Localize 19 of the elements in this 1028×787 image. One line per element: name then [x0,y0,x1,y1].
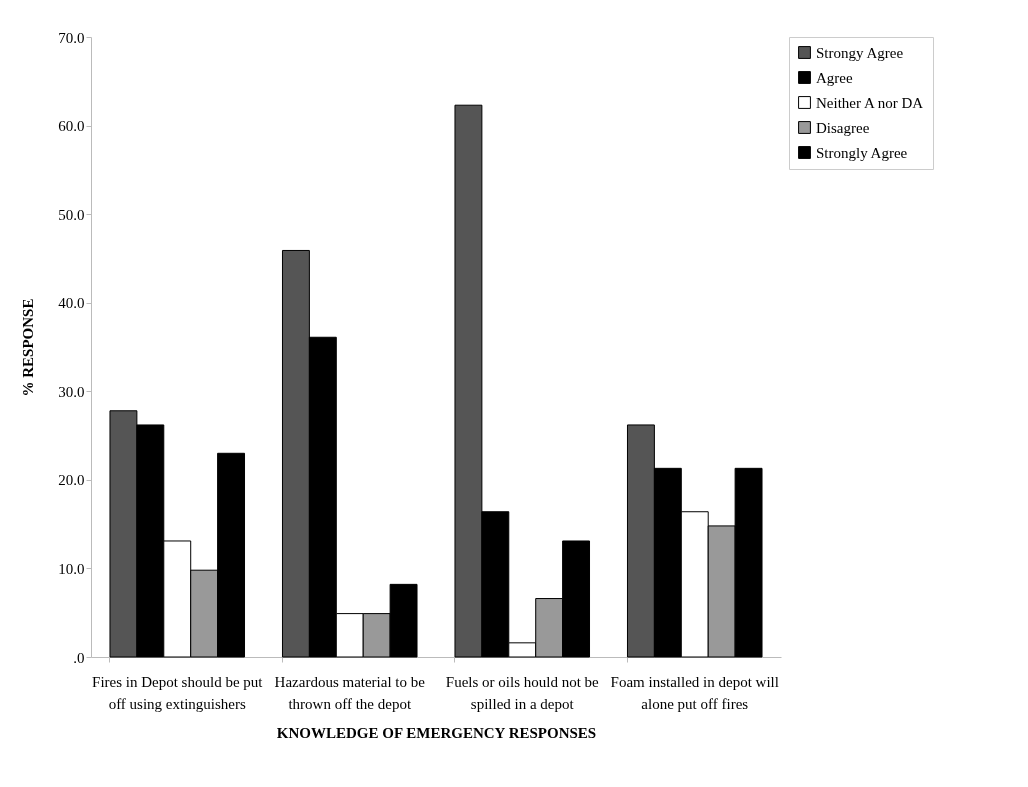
y-tick-label: .0 [73,649,85,666]
legend-label: Agree [816,69,853,86]
x-tick-label: Fires in Depot should be put off using extinguishers [92,673,264,712]
legend-label: Strongly Agree [816,144,908,161]
legend-label: Neither A nor DA [816,94,924,111]
x-tick-label: Foam installed in depot will alone put off fires [610,673,779,712]
y-tick-label: 50.0 [58,206,85,223]
y-axis-title: % RESPONSE [20,298,37,397]
legend-label: Strongy Agree [816,44,904,61]
y-tick-label: 40.0 [58,295,85,312]
y-tick-label: 20.0 [58,472,85,489]
y-tick-label: 60.0 [58,118,85,135]
y-tick-label: 10.0 [58,560,85,577]
legend-label: Disagree [816,119,870,136]
y-tick-label: 30.0 [58,383,85,400]
x-axis-title: KNOWLEDGE OF EMERGENCY RESPONSES [276,724,597,741]
x-tick-label: Hazardous material to be thrown off the depot [274,673,426,712]
x-tick-label: Fuels or oils hould not be spilled in a depot [445,673,600,712]
y-tick-label: 70.0 [58,29,85,46]
